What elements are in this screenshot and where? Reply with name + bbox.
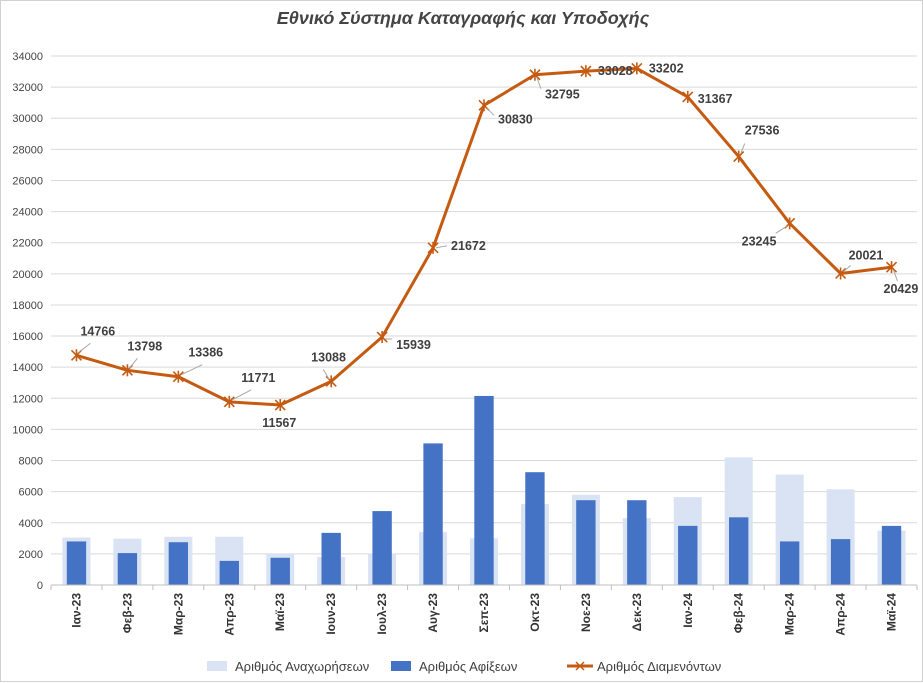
data-label: 30830 [498, 112, 533, 126]
x-tick-label: Σεπ-23 [477, 593, 491, 633]
y-tick-label: 4000 [19, 518, 43, 530]
data-label: 13088 [311, 350, 346, 364]
x-tick-label: Οκτ-23 [528, 593, 542, 632]
x-tick-label: Ιαν-24 [681, 593, 695, 628]
y-tick-label: 26000 [12, 175, 43, 187]
label-leader-line [323, 369, 329, 379]
bar-arrivals [169, 542, 188, 585]
data-label: 15939 [396, 338, 431, 352]
y-tick-label: 30000 [12, 113, 43, 125]
data-label: 23245 [742, 234, 777, 248]
legend-item: Αριθμός Αναχωρήσεων [207, 659, 369, 674]
line-marker [734, 151, 744, 163]
data-label: 32795 [545, 88, 580, 102]
label-leader-line [776, 226, 787, 233]
y-tick-label: 18000 [12, 300, 43, 312]
x-tick-label: Ιουλ-23 [375, 593, 389, 635]
x-tick-label: Φεβ-24 [732, 593, 746, 634]
bar-arrivals [729, 517, 748, 585]
bar-arrivals [423, 443, 442, 585]
y-tick-label: 12000 [12, 393, 43, 405]
y-tick-label: 32000 [12, 82, 43, 94]
y-tick-label: 24000 [12, 207, 43, 219]
legend-label: Αριθμός Αναχωρήσεων [235, 659, 369, 674]
legend-item: Αριθμός Διαμενόντων [567, 659, 721, 674]
data-label: 33202 [649, 61, 684, 75]
x-tick-label: Μαϊ-23 [273, 593, 287, 631]
data-label: 21672 [451, 239, 486, 253]
data-label: 31367 [698, 92, 733, 106]
x-tick-label: Φεβ-23 [120, 593, 134, 634]
x-tick-label: Απρ-24 [834, 593, 848, 636]
data-label: 27536 [745, 124, 780, 138]
y-tick-label: 0 [37, 580, 43, 592]
label-leader-line [487, 108, 494, 115]
bar-arrivals [474, 396, 493, 585]
data-label: 13386 [188, 346, 223, 360]
bar-arrivals [271, 558, 290, 585]
data-label: 33028 [598, 64, 633, 78]
bar-arrivals [321, 533, 340, 585]
legend-label: Αριθμός Αφίξεων [419, 659, 517, 674]
x-tick-label: Μαϊ-24 [885, 593, 899, 631]
x-tick-label: Απρ-23 [222, 593, 236, 636]
x-tick-label: Αυγ-23 [426, 593, 440, 633]
y-tick-label: 16000 [12, 331, 43, 343]
data-label: 20021 [849, 248, 884, 262]
y-tick-label: 14000 [12, 362, 43, 374]
data-label: 11567 [262, 416, 296, 430]
y-tick-label: 6000 [19, 487, 43, 499]
data-label: 20429 [884, 282, 919, 296]
bar-arrivals [525, 472, 544, 585]
data-label: 14766 [80, 324, 115, 338]
line-marker [683, 91, 693, 103]
label-leader-line [181, 365, 202, 375]
y-tick-label: 20000 [12, 269, 43, 281]
bar-arrivals [831, 539, 850, 585]
data-label: 13798 [127, 339, 162, 353]
line-marker [785, 217, 795, 229]
bar-arrivals [576, 500, 595, 585]
y-tick-label: 8000 [19, 456, 43, 468]
x-tick-label: Μαρ-24 [783, 593, 797, 635]
y-tick-label: 2000 [19, 549, 43, 561]
line-marker [377, 331, 387, 343]
bar-arrivals [220, 561, 239, 585]
legend-item: Αριθμός Αφίξεων [391, 659, 517, 674]
bar-arrivals [118, 553, 137, 585]
chart-title: Εθνικό Σύστημα Καταγραφής και Υποδοχής [277, 8, 650, 28]
bar-arrivals [627, 500, 646, 585]
bar-arrivals [882, 526, 901, 585]
x-tick-label: Δεκ-23 [630, 593, 644, 632]
x-tick-label: Ιουν-23 [324, 593, 338, 635]
x-tick-label: Μαρ-23 [171, 593, 185, 635]
legend-label: Αριθμός Διαμενόντων [597, 659, 721, 674]
data-label: 11771 [241, 371, 275, 385]
y-tick-label: 34000 [12, 51, 43, 63]
legend-swatch [207, 661, 227, 671]
bar-arrivals [678, 526, 697, 585]
label-leader-line [77, 343, 90, 353]
y-tick-label: 22000 [12, 238, 43, 250]
label-leader-line [436, 246, 447, 248]
bar-arrivals [780, 541, 799, 585]
y-tick-label: 10000 [12, 424, 43, 436]
x-tick-label: Νοε-23 [579, 593, 593, 632]
y-tick-label: 28000 [12, 144, 43, 156]
bar-arrivals [67, 541, 86, 585]
legend-swatch [391, 661, 411, 671]
x-tick-label: Ιαν-23 [69, 593, 83, 628]
bar-arrivals [372, 511, 391, 585]
